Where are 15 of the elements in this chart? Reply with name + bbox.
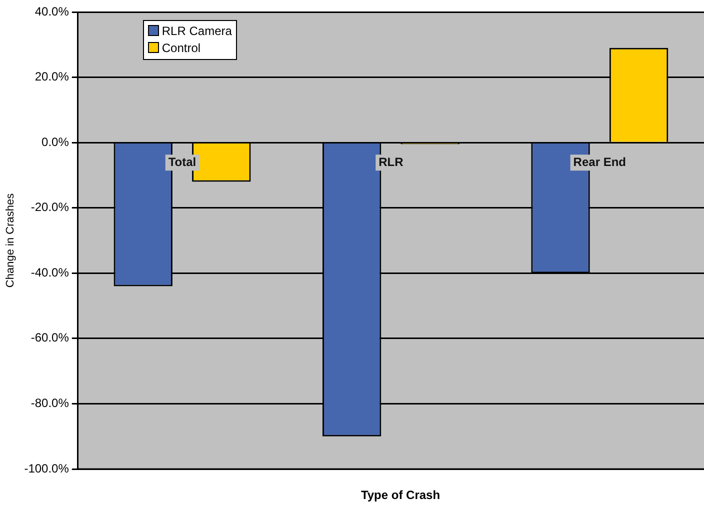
legend-label: RLR Camera (160, 23, 232, 40)
y-tick-label: 0.0% (42, 134, 70, 149)
y-tick-label: -40.0% (30, 265, 70, 280)
y-tick-label: -60.0% (30, 330, 70, 345)
x-tick-label: Rear End (573, 154, 626, 169)
y-axis-title: Change in Crashes (4, 192, 17, 288)
x-tick-label: RLR (378, 154, 404, 169)
y-tick-label: -20.0% (30, 200, 70, 214)
x-axis-title: Type of Crash (360, 488, 442, 502)
legend-label: Control (160, 40, 202, 57)
y-tick-label: -100.0% (24, 461, 70, 476)
y-tick-label: -80.0% (30, 396, 70, 410)
x-tick-label: Total (168, 154, 196, 169)
y-tick-label: 40.0% (34, 4, 70, 18)
y-tick-label: 20.0% (34, 70, 70, 84)
